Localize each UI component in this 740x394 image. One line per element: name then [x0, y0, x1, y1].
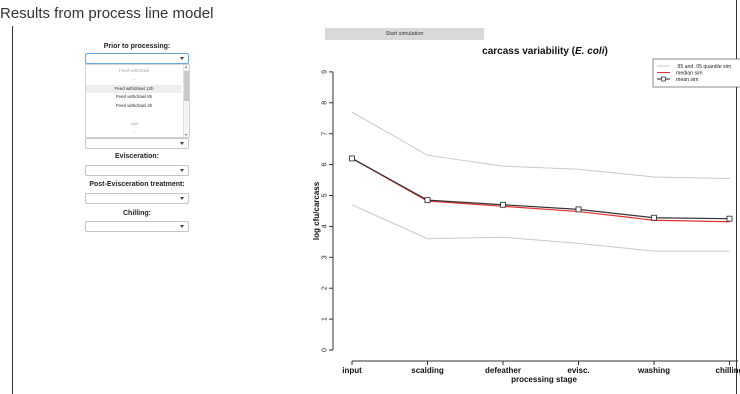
mean-point-marker — [575, 206, 582, 213]
x-tick-label: washing — [637, 366, 670, 375]
y-tick-label: 7 — [322, 132, 329, 136]
prior-select[interactable] — [85, 53, 189, 64]
x-axis-label: processing stage — [511, 375, 577, 384]
dropdown-option[interactable]: Feed withdrawl 12h — [86, 84, 182, 93]
chevron-down-icon — [180, 142, 184, 145]
chart-title: carcass variability (E. coli) — [482, 46, 608, 57]
y-tick-label: 9 — [322, 70, 329, 74]
dropdown-scrollbar[interactable] — [183, 65, 189, 137]
x-tick-label: chilling — [716, 366, 740, 375]
chevron-down-icon — [180, 169, 184, 172]
x-tick-label: defeather — [485, 366, 521, 375]
series-line-lower — [351, 204, 730, 252]
chilling-select[interactable] — [85, 221, 189, 232]
evisceration-section: Evisceration: — [85, 153, 189, 160]
chevron-down-icon — [180, 197, 184, 200]
prior-section: Prior to processing: — [85, 43, 189, 50]
prior-dropdown-list[interactable]: Feed withdrawl -- Feed withdrawl 12h Feed w… — [85, 64, 190, 138]
evisceration-label: Evisceration: — [115, 153, 159, 160]
scroll-down-arrow-icon[interactable] — [185, 134, 187, 136]
legend-label: median sim — [676, 71, 703, 77]
mean-point-marker — [651, 214, 657, 221]
y-axis-label: log cfu/carcass — [312, 181, 321, 240]
y-tick-label: 0 — [322, 348, 329, 352]
y-tick-label: 8 — [322, 101, 329, 105]
scroll-up-arrow-icon[interactable] — [185, 66, 187, 68]
post-evisceration-section: Post-Evisceration treatment: — [75, 181, 199, 188]
page-title: Results from process line model — [0, 5, 214, 22]
mean-point-marker — [500, 201, 506, 208]
chilling-label: Chilling: — [123, 210, 151, 217]
y-tick-label: 6 — [322, 163, 329, 167]
mean-point-marker — [349, 155, 355, 162]
dropdown-option: -- — [132, 129, 136, 135]
y-tick-label: 4 — [322, 224, 329, 228]
chilling-section: Chilling: — [85, 210, 189, 217]
y-tick-label: 5 — [322, 193, 329, 197]
age-select[interactable] — [85, 138, 189, 149]
dropdown-option[interactable]: Feed withdrawl 4h — [115, 103, 153, 109]
dropdown-option: Age — [129, 120, 138, 126]
legend-marker — [661, 76, 666, 82]
left-border — [12, 26, 13, 394]
start-simulation-button[interactable]: Start simulation — [325, 28, 484, 40]
legend-label: .95 and .05 quantile sim — [676, 64, 731, 70]
dropdown-option: Feed withdrawl — [118, 68, 150, 73]
right-border — [736, 0, 737, 394]
y-tick-label: 3 — [322, 255, 329, 259]
chart-title-italic: E. coli — [575, 46, 605, 57]
series-line-upper — [351, 111, 730, 180]
scrollbar-thumb[interactable] — [184, 71, 189, 101]
chevron-down-icon — [180, 57, 184, 60]
post-evisceration-select[interactable] — [85, 193, 189, 204]
series-line-mean — [351, 157, 730, 220]
x-tick-label: evisc. — [567, 366, 589, 375]
chevron-down-icon — [180, 225, 184, 228]
legend-label: mean sim — [676, 77, 699, 83]
mean-point-marker — [726, 215, 733, 222]
x-tick-label: scalding — [411, 366, 444, 375]
mean-point-marker — [424, 197, 431, 204]
prior-label: Prior to processing: — [103, 43, 171, 50]
chart-title-suffix: ) — [604, 46, 607, 57]
post-evisceration-label: Post-Evisceration treatment: — [89, 181, 185, 188]
x-tick-label: input — [342, 366, 362, 375]
chart-title-prefix: carcass variability ( — [482, 46, 576, 57]
dropdown-option[interactable]: Feed withdrawl 8h — [115, 94, 153, 100]
dropdown-option: -- — [132, 76, 136, 82]
y-tick-label: 2 — [322, 286, 329, 290]
evisceration-select[interactable] — [85, 165, 189, 176]
y-tick-label: 1 — [322, 317, 329, 321]
series-line-median — [351, 157, 730, 223]
